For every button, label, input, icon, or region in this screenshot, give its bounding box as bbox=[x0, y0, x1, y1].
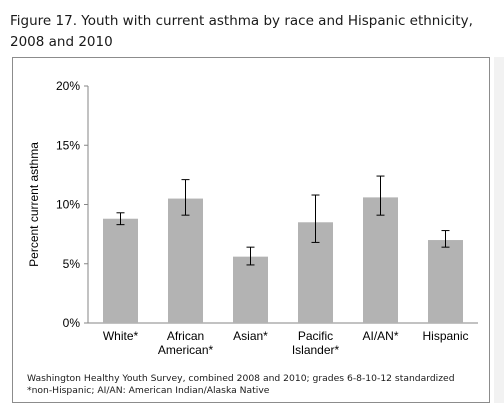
figure-title: Figure 17. Youth with current asthma by … bbox=[10, 11, 480, 53]
y-tick-label: 0% bbox=[63, 316, 81, 330]
figure-title-line-2: 2008 and 2010 bbox=[10, 34, 113, 50]
chart-frame bbox=[12, 57, 490, 403]
source-line-2: *non-Hispanic; AI/AN: American Indian/Al… bbox=[27, 385, 270, 396]
chart-layer: 0% 5% 10% 15% 20% Percent current asthma White… bbox=[27, 79, 478, 357]
bar-0 bbox=[103, 218, 138, 323]
category-label: Hispanic bbox=[422, 329, 468, 343]
category-label: Islander* bbox=[292, 343, 340, 357]
source-note: Washington Healthy Youth Survey, combine… bbox=[27, 373, 482, 397]
y-tick-label: 15% bbox=[56, 138, 80, 152]
bar-2 bbox=[233, 256, 268, 323]
category-label: White* bbox=[103, 329, 139, 343]
y-tick-label: 5% bbox=[63, 257, 81, 271]
page-edge-strip bbox=[494, 57, 504, 403]
y-tick-label: 20% bbox=[56, 79, 80, 93]
category-label: African bbox=[167, 329, 204, 343]
y-tick-label: 10% bbox=[56, 198, 80, 212]
bar-1 bbox=[168, 198, 203, 323]
category-label: AI/AN* bbox=[362, 329, 398, 343]
y-axis-title: Percent current asthma bbox=[27, 142, 41, 267]
figure-title-line-1: Figure 17. Youth with current asthma by … bbox=[10, 13, 473, 29]
bar-5 bbox=[428, 240, 463, 323]
source-line-1: Washington Healthy Youth Survey, combine… bbox=[27, 373, 455, 384]
category-label: Pacific bbox=[298, 329, 333, 343]
bar-4 bbox=[363, 197, 398, 323]
category-label: American* bbox=[158, 343, 214, 357]
category-label: Asian* bbox=[233, 329, 268, 343]
